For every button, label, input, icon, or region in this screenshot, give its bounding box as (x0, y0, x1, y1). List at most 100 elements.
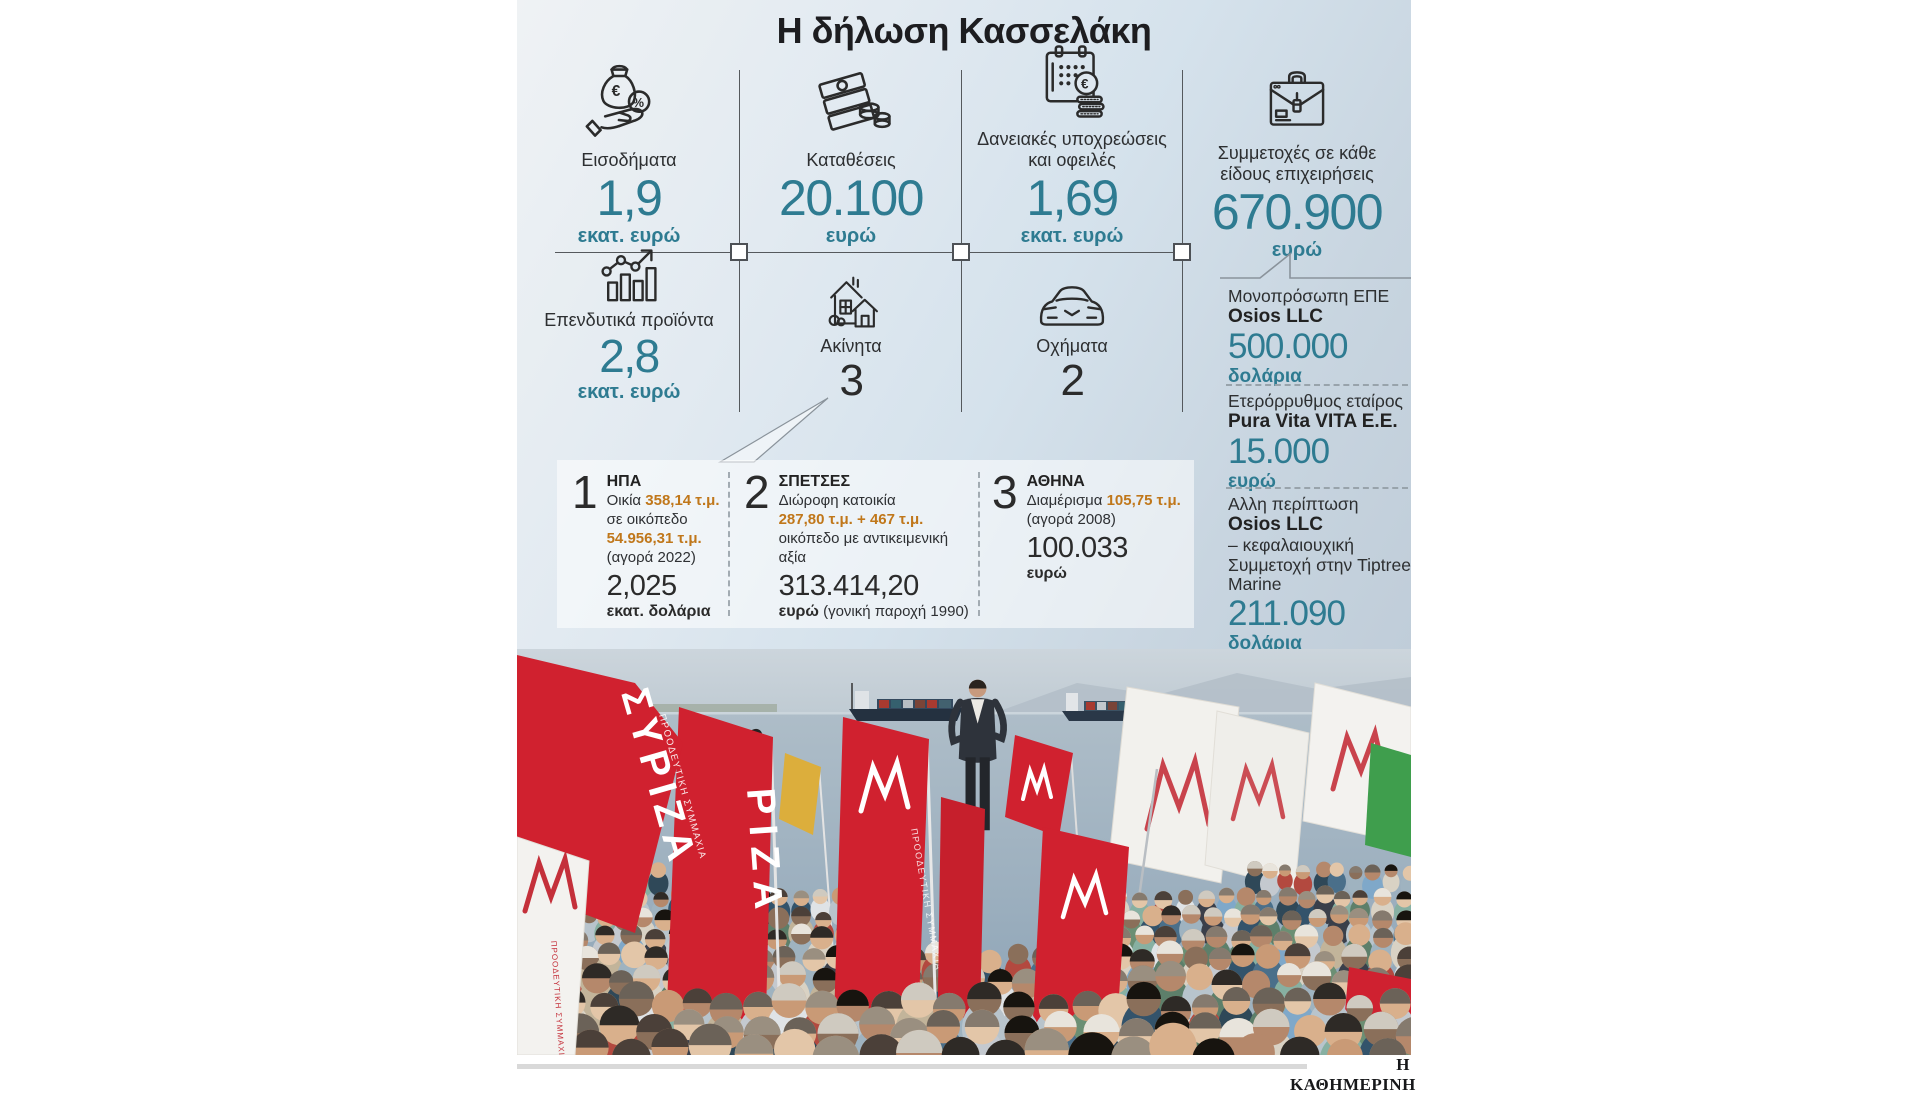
stat-real-estate: Ακίνητα 3 (740, 266, 962, 416)
divider (1182, 259, 1183, 412)
property-text: Οικία (606, 492, 646, 509)
stat-unit: εκατ. ευρώ (577, 225, 681, 247)
stat-value: 20.100 (779, 170, 924, 226)
divider (1182, 70, 1183, 252)
stat-value: 670.900 (1211, 184, 1384, 240)
divider (739, 70, 740, 252)
divider (1226, 487, 1408, 489)
rally-photo: ΠΡΟΟΔΕΥΤΙΚΗ ΣΥΜΜΑΧΙΑ ΡΙΖΑ (517, 649, 1411, 1055)
stat-label: Εισοδήματα (581, 150, 677, 170)
stat-value: 1,69 (1026, 170, 1119, 226)
property-place: ΣΠΕΤΣΕΣ (778, 473, 851, 490)
stat-unit: εκατ. ευρώ (1020, 225, 1124, 247)
briefcase-icon (1253, 55, 1341, 135)
property-unit: ευρώ (1026, 565, 1067, 582)
stat-value: 1,9 (596, 170, 663, 226)
banknotes-icon (805, 56, 897, 142)
white-flag (1108, 686, 1240, 884)
flags-back (779, 682, 1411, 1055)
red-flag-riza: ΡΙΖΑ (665, 707, 791, 1055)
svg-text:€: € (612, 83, 621, 100)
property-text: Διαμέρισμα (1026, 492, 1107, 509)
property-unit: εκατ. δολάρια (606, 603, 711, 620)
green-flag (1365, 743, 1411, 857)
holding-company: Osios LLC (1228, 306, 1324, 327)
stat-label: Οχήματα (1036, 336, 1108, 356)
property-number: 1 (572, 466, 598, 518)
property-value: 313.414,20 (778, 570, 920, 602)
stat-label: Δανειακές υποχρεώσεις και οφειλές (977, 129, 1167, 170)
property-place: ΗΠΑ (606, 473, 642, 490)
property-highlight: 287,80 τ.μ. + 467 τ.μ. (778, 511, 924, 528)
holding-unit: ευρώ (1228, 471, 1276, 492)
property-number: 2 (744, 466, 770, 518)
car-icon (1029, 268, 1115, 328)
stat-unit: εκατ. ευρώ (577, 381, 681, 403)
stat-loans: € Δανειακές υποχρεώσεις και οφειλές 1,69… (962, 45, 1182, 248)
property-highlight: 105,75 τ.μ. (1106, 492, 1181, 509)
chart-icon (589, 236, 669, 302)
white-flag-left: ΠΡΟΟΔΕΥΤΙΚΗ ΣΥΜΜΑΧΙΑ (517, 836, 590, 1055)
holding-company: Osios LLC (1228, 514, 1324, 535)
holding-item-tiptree: Αλλη περίπτωση Osios LLC – κεφαλαιουχική… (1228, 494, 1412, 655)
property-value: 100.033 (1026, 532, 1129, 564)
property-usa: 1 ΗΠΑ Οικία 358,14 τ.μ. σε οικόπεδο 54.9… (572, 466, 724, 621)
holding-item-osios: Μονοπρόσωπη ΕΠΕ Osios LLC 500.000 δολάρι… (1228, 286, 1412, 388)
house-icon (812, 264, 890, 328)
holding-unit: δολάρια (1228, 632, 1302, 654)
stat-value: 2 (1060, 356, 1085, 405)
page-title: Η δήλωση Κασσελάκη (776, 10, 1152, 51)
property-note: (γονική παροχή 1990) (818, 603, 969, 620)
svg-text:%: % (633, 95, 645, 110)
properties-box (557, 460, 1194, 628)
divider (739, 259, 740, 412)
stat-investments: Επενδυτικά προϊόντα 2,8 εκατ. ευρώ (518, 249, 740, 404)
stat-income: € % Εισοδήματα 1,9 εκατ. ευρώ (518, 60, 740, 248)
red-flag (1005, 735, 1073, 837)
divider (555, 252, 1183, 253)
stat-label: Συμμετοχές σε κάθε είδους επιχειρήσεις (1217, 143, 1377, 184)
crowd (517, 981, 1411, 1055)
property-line: οικόπεδο με αντικειμενική (778, 530, 949, 547)
stat-unit: ευρώ (825, 225, 877, 247)
flag-text: ΡΙΖΑ (738, 787, 791, 921)
holding-item-puravita: Ετερόρρυθμος εταίρος Pura Vita VITA E.E.… (1228, 391, 1412, 493)
holding-line: Ετερόρρυθμος εταίρος (1228, 391, 1403, 411)
svg-text:€: € (1081, 77, 1089, 92)
rally-photo-scene: ΠΡΟΟΔΕΥΤΙΚΗ ΣΥΜΜΑΧΙΑ ΡΙΖΑ (517, 649, 1411, 1055)
divider (961, 259, 962, 412)
holding-line: – κεφαλαιουχική Συμμετοχή στην Tiptree M… (1228, 535, 1411, 594)
yellow-flag (779, 753, 821, 835)
property-line: Διαμέρισμα 105,75 τ.μ. (1027, 491, 1181, 510)
holdings-callout-line (1220, 252, 1411, 279)
property-line: ευρώ (γονική παροχή 1990) (779, 602, 969, 621)
property-highlight: 358,14 τ.μ. (645, 492, 720, 509)
property-line: (αγορά 2022) (606, 549, 696, 566)
property-spetses: 2 ΣΠΕΤΣΕΣ Διώροφη κατοικία 287,80 τ.μ. +… (744, 466, 970, 621)
property-highlight: 54.956,31 τ.μ. (606, 530, 702, 547)
property-line: Διώροφη κατοικία (778, 492, 896, 509)
grid-node (952, 243, 970, 261)
stat-holdings: Συμμετοχές σε κάθε είδους επιχειρήσεις 6… (1183, 60, 1411, 262)
holding-value: 500.000 (1228, 327, 1349, 366)
stat-label: Καταθέσεις (806, 150, 896, 170)
stat-label: Ακίνητα (820, 336, 882, 356)
holding-unit: δολάρια (1228, 366, 1302, 387)
money-bag-icon: € % (583, 54, 675, 142)
footer-rule (517, 1064, 1307, 1069)
property-number: 3 (992, 466, 1018, 518)
divider (961, 70, 962, 252)
property-line: αξία (778, 549, 806, 566)
holding-line: Αλλη περίπτωση (1228, 494, 1359, 514)
holding-value: 15.000 (1228, 432, 1330, 471)
calendar-icon: € (1027, 33, 1117, 121)
divider (978, 472, 980, 616)
properties-callout-pointer (717, 397, 829, 463)
holding-line: Μονοπρόσωπη ΕΠΕ (1228, 286, 1390, 306)
property-value: 2,025 (606, 570, 678, 602)
grid-node (730, 243, 748, 261)
stat-unit: ευρώ (1271, 239, 1323, 261)
holding-value: 211.090 (1228, 593, 1346, 633)
holding-company: Pura Vita VITA E.E. (1228, 411, 1398, 432)
